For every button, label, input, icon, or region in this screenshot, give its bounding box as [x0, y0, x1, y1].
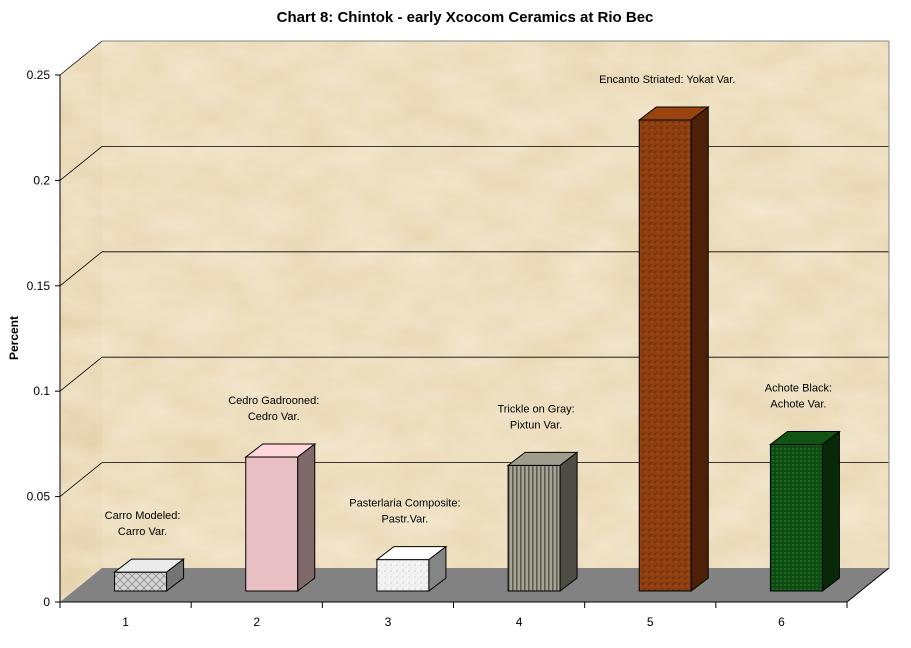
data-label: Encanto Striated: Yokat Var. [599, 74, 735, 86]
bar-5 [637, 105, 710, 593]
bar-front [245, 456, 299, 592]
x-tick-label: 6 [778, 615, 785, 629]
bars [113, 105, 841, 593]
bar-2 [244, 443, 317, 593]
bar-front [376, 559, 430, 592]
bar-1 [113, 558, 186, 593]
gridline-side [59, 146, 103, 181]
y-ticks: 0 0.05 0.1 0.15 0.2 0.25 [27, 68, 60, 609]
x-tick-label: 5 [647, 615, 654, 629]
y-tick-label: 0.1 [33, 384, 50, 398]
x-ticks: 1 2 3 4 5 6 [59, 602, 848, 629]
data-label: Pastr.Var. [381, 514, 428, 526]
data-label: Carro Var. [118, 526, 167, 538]
bar-side [559, 451, 578, 593]
gridline-side [59, 462, 103, 497]
bar-front [114, 571, 168, 592]
y-tick-label: 0.05 [27, 490, 51, 504]
bar-side [821, 430, 840, 593]
bar-front [638, 119, 692, 592]
data-labels: Carro Modeled: Carro Var. Cedro Gadrooned:… [105, 74, 832, 538]
chart-title: Chart 8: Chintok - early Xcocom Ceramics… [277, 9, 654, 26]
bar-side [428, 545, 447, 593]
floor-front-edge [846, 567, 890, 603]
data-label: Cedro Var. [248, 411, 300, 423]
bar-3 [375, 545, 448, 593]
x-tick-label: 4 [516, 615, 523, 629]
x-tick-label: 1 [122, 615, 129, 629]
gridline-side [59, 251, 103, 287]
gridline-side [59, 40, 103, 76]
bar-side [690, 105, 709, 593]
data-label: Cedro Gadrooned: [228, 395, 319, 407]
bar-front [769, 443, 823, 592]
plot-side-wall-texture [60, 41, 102, 602]
y-tick-label: 0.2 [33, 173, 50, 187]
bar-front [507, 464, 561, 592]
x-tick-label: 3 [385, 615, 392, 629]
x-tick-label: 2 [253, 615, 260, 629]
data-label: Achote Var. [770, 398, 826, 410]
data-label: Trickle on Gray: [497, 403, 574, 415]
data-label: Carro Modeled: [105, 510, 181, 522]
data-label: Pixtun Var. [510, 419, 562, 431]
y-tick-label: 0 [43, 595, 50, 609]
bar-4 [506, 451, 579, 593]
gridline-side [59, 356, 103, 392]
data-label: Pasterlaria Composite: [349, 498, 460, 510]
y-tick-label: 0.15 [27, 279, 51, 293]
bar-side [166, 558, 185, 593]
data-label: Achote Black: [765, 382, 832, 394]
bar-side [297, 443, 316, 593]
y-tick-label: 0.25 [27, 68, 51, 82]
plot-back-wall-texture [102, 41, 889, 568]
plot-floor [60, 568, 889, 602]
y-axis-label: Percent [7, 316, 21, 360]
bar-6 [768, 430, 841, 593]
